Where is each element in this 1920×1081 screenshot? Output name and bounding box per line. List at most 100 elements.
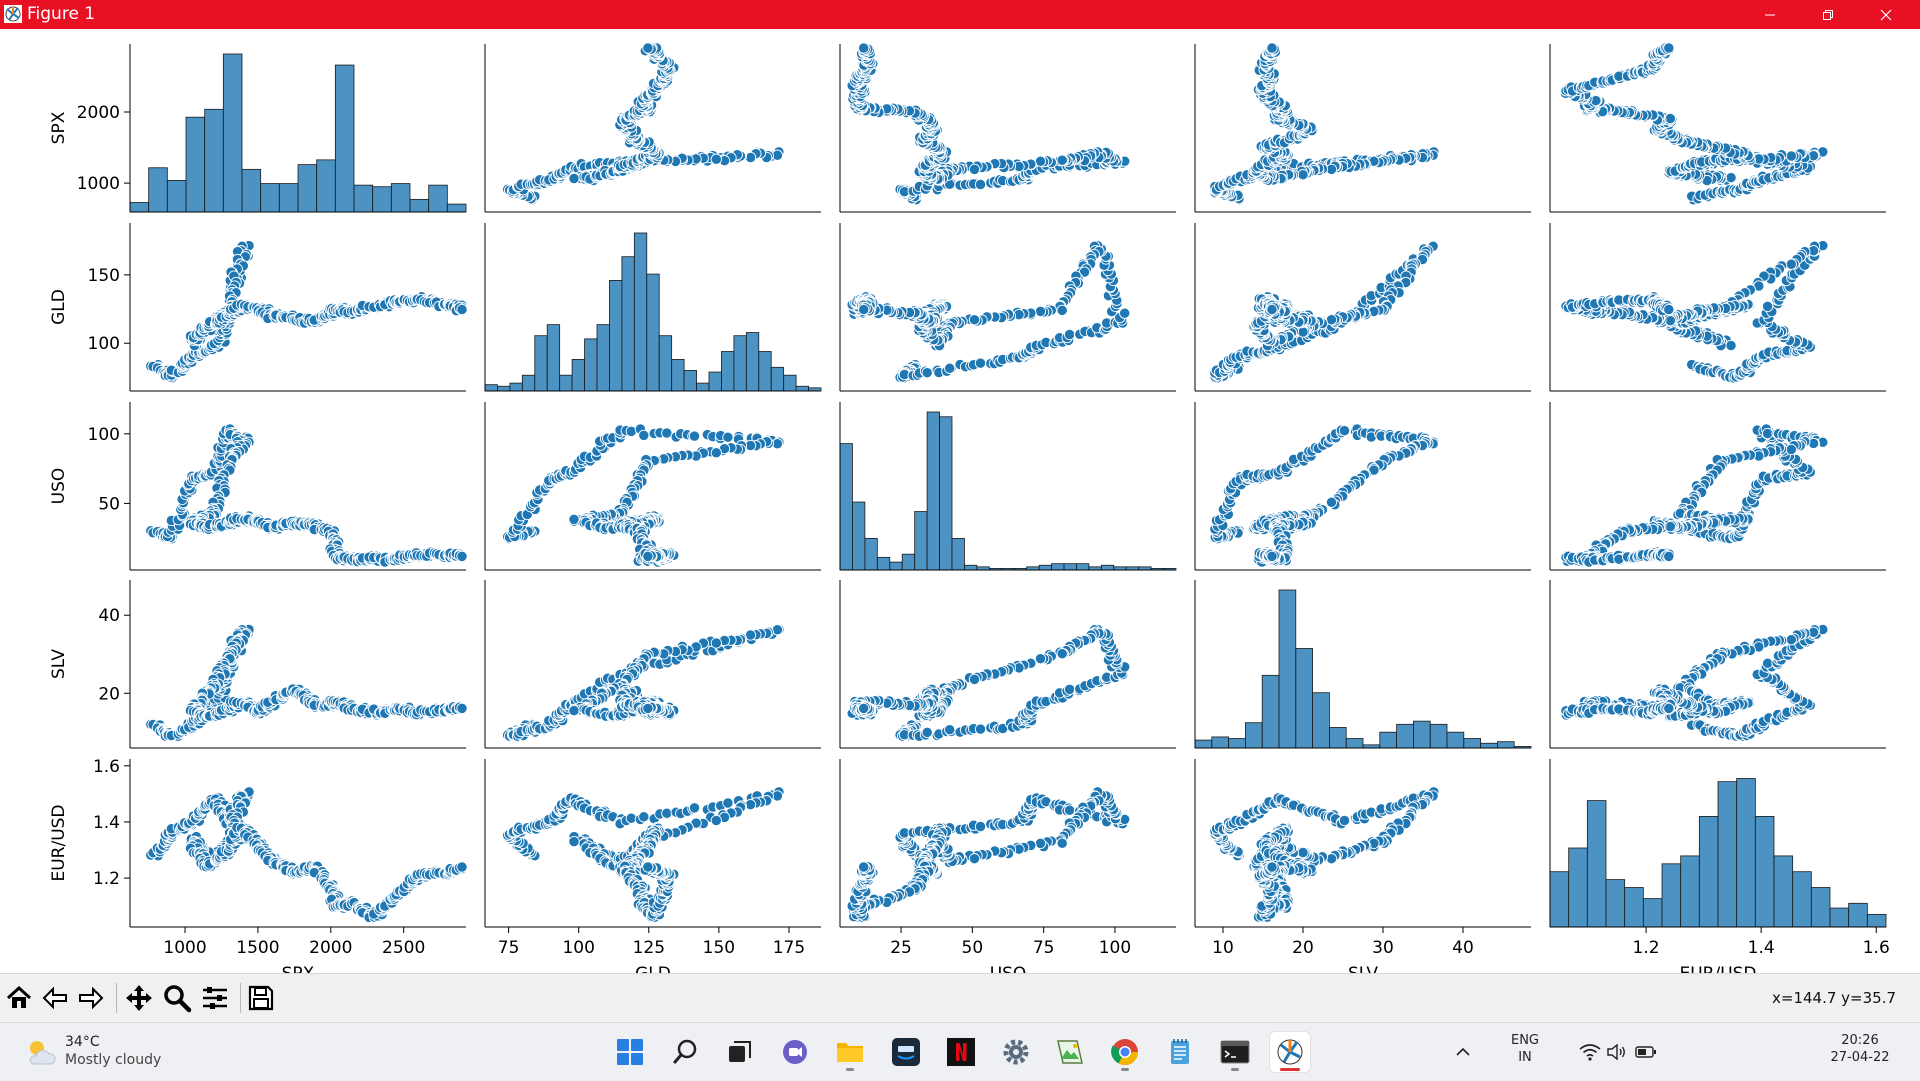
y-tick-label: 150 [88, 266, 120, 286]
histogram-bar [130, 203, 149, 212]
histogram-bar [186, 117, 205, 212]
restore-button[interactable] [1800, 0, 1856, 29]
scatter-point [1665, 113, 1675, 123]
histogram-bar [672, 359, 684, 391]
scatter-point [1064, 329, 1074, 339]
scatter-point [975, 358, 985, 368]
scatter-point [1035, 306, 1045, 316]
subplot-gld-vs-spx: 100 150 GLD [49, 223, 467, 391]
scatter-point [1298, 170, 1308, 180]
histogram-bar [659, 336, 671, 391]
subplot-gld-vs-gld [485, 223, 821, 391]
minimize-button[interactable] [1742, 0, 1798, 29]
histogram-bar [647, 274, 659, 391]
histogram-bar [784, 375, 796, 391]
scatter-point [945, 363, 955, 373]
scatter-point [859, 304, 869, 314]
scatter-point [1664, 304, 1674, 314]
histogram-bar [205, 109, 224, 212]
subplot-gld-vs-uso [840, 223, 1176, 391]
scatter-point [969, 164, 979, 174]
histogram-bar [242, 169, 261, 212]
histogram-bar [429, 185, 448, 212]
histogram-bar [585, 339, 597, 391]
scatter-point [1298, 327, 1308, 337]
scatter-point [1120, 308, 1130, 318]
histogram-bar [522, 375, 534, 391]
histogram-bar [298, 165, 317, 212]
scatter-point [1665, 316, 1675, 326]
histogram-bar [597, 325, 609, 391]
scatter-point [975, 179, 985, 189]
histogram-bar [796, 386, 808, 391]
histogram-bar [771, 367, 783, 391]
y-tick-label: 100 [88, 334, 120, 354]
histogram-bar [167, 180, 186, 212]
scatter-point [859, 43, 869, 53]
pairplot: 10002000SPX100150GLD50100USO2040SLV1.21.… [0, 29, 1920, 973]
subplot-gld-vs-eur-usd [1550, 223, 1886, 391]
histogram-bar [609, 280, 621, 391]
minimize-icon [1764, 9, 1776, 21]
window-titlebar: Figure 1 [0, 0, 1920, 29]
histogram-bar [391, 184, 410, 212]
scatter-point [1267, 43, 1277, 53]
histogram-bar [447, 204, 466, 212]
scatter-point [1664, 43, 1674, 53]
matplotlib-icon [4, 5, 22, 23]
close-button[interactable] [1858, 0, 1914, 29]
histogram-bar [261, 184, 280, 212]
scatter-point [1057, 155, 1067, 165]
y-tick-label: 1000 [77, 174, 120, 194]
histogram-bar [684, 370, 696, 391]
histogram-bar [572, 359, 584, 391]
histogram-bar [759, 352, 771, 392]
y-axis-label: GLD [49, 289, 69, 325]
scatter-point [1726, 340, 1736, 350]
scatter-point [1786, 259, 1796, 269]
scatter-point [457, 304, 467, 314]
histogram-bar [373, 187, 392, 212]
subplot-spx-vs-eur-usd [1550, 43, 1886, 212]
scatter-point [711, 154, 721, 164]
histogram-bar [149, 168, 168, 212]
histogram-bar [335, 65, 354, 212]
scatter-point [922, 368, 932, 378]
histogram-bar [622, 257, 634, 391]
histogram-bar [497, 386, 509, 391]
scatter-point [643, 43, 653, 53]
histogram-bar [697, 383, 709, 391]
subplot-spx-vs-gld [485, 43, 821, 212]
subplot-gld-vs-slv [1195, 223, 1531, 391]
scatter-point [569, 173, 579, 183]
scatter-point [1267, 304, 1277, 314]
histogram-bar [560, 375, 572, 391]
scatter-point [1762, 301, 1772, 311]
histogram-bar [410, 199, 429, 212]
histogram-bar [634, 233, 646, 391]
histogram-bar [354, 185, 373, 212]
close-icon [1880, 9, 1892, 21]
histogram-bar [709, 372, 721, 391]
scatter-point [745, 152, 755, 162]
histogram-bar [535, 336, 547, 391]
histogram-bar [223, 54, 242, 212]
restore-icon [1822, 9, 1834, 21]
histogram-bar [734, 336, 746, 391]
y-tick-label: 2000 [77, 103, 120, 123]
scatter-point [1786, 151, 1796, 161]
histogram-bar [721, 352, 733, 392]
scatter-point [1035, 156, 1045, 166]
histogram-bar [279, 184, 298, 212]
histogram-bar [547, 325, 559, 391]
histogram-bar [485, 385, 497, 391]
scatter-point [1726, 172, 1736, 182]
histogram-bar [746, 333, 758, 391]
scatter-point [969, 315, 979, 325]
histogram-bar [510, 383, 522, 391]
window-title: Figure 1 [27, 5, 95, 24]
scatter-point [1057, 305, 1067, 315]
